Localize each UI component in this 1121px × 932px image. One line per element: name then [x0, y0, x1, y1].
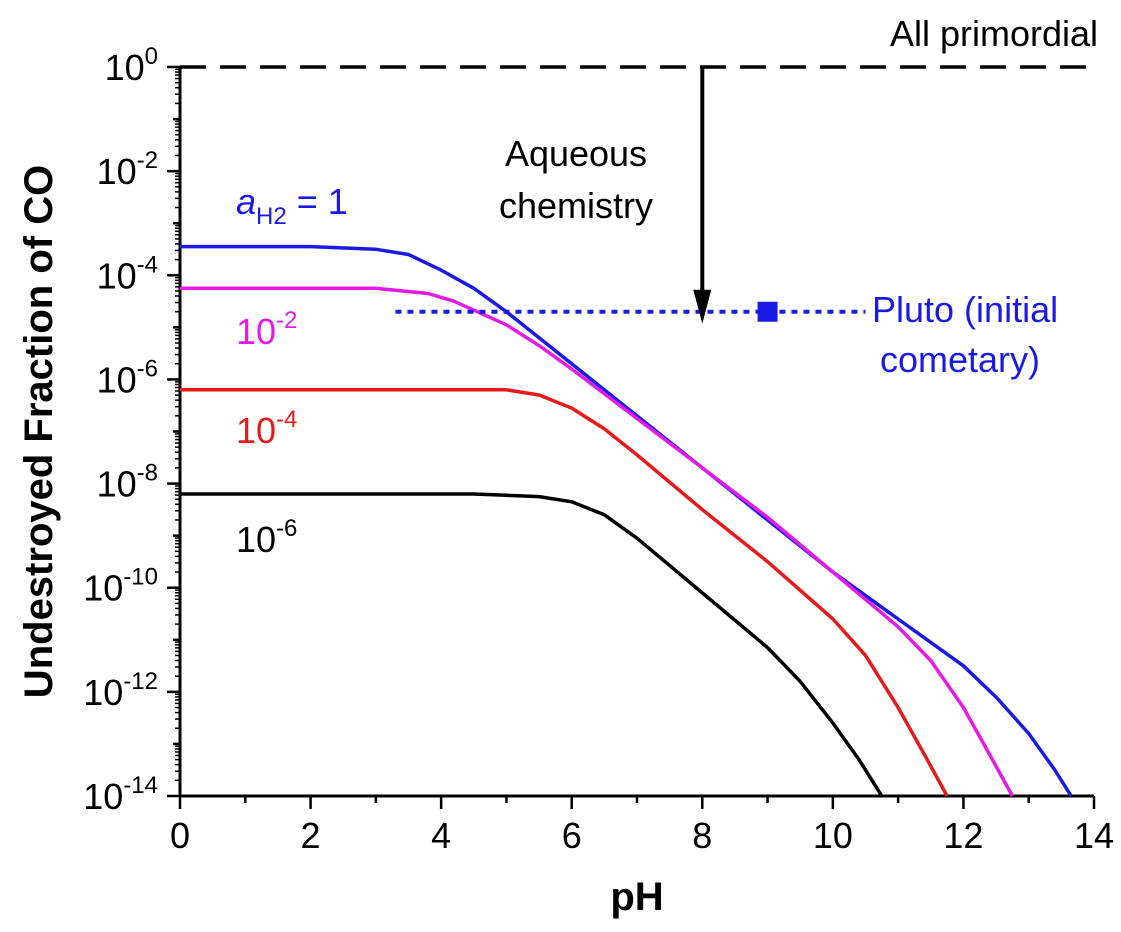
series-label-1e-4-base: 10 [236, 410, 276, 451]
y-tick-base: 10 [97, 151, 137, 192]
y-tick-base: 10 [83, 776, 123, 817]
y-tick-label: 100 [105, 43, 158, 88]
axes: 0 2 4 6 8 10 12 1410010-210-410-610-810-1010-12… [17, 43, 1114, 919]
aqueous-label-line2: chemistry [499, 185, 653, 226]
x-tick-label: 12 [943, 815, 983, 856]
y-tick-exponent: -14 [123, 772, 158, 799]
series-label-rest: = 1 [287, 181, 348, 222]
y-tick-label: 10-12 [83, 668, 158, 713]
x-tick-label: 10 [813, 815, 853, 856]
y-tick-base: 10 [97, 464, 137, 505]
x-tick-label: 6 [562, 815, 582, 856]
y-tick-base: 10 [97, 359, 137, 400]
y-tick-label: 10-4 [97, 251, 158, 296]
series-layer [180, 244, 1073, 797]
y-tick-base: 10 [83, 568, 123, 609]
series-line-2 [180, 388, 949, 797]
series-label-1e-6-exp: -6 [276, 515, 297, 542]
aqueous-arrow-head [693, 289, 712, 324]
series-label-aH2: aH2 = 1 [236, 181, 348, 230]
series-label-italic: a [236, 181, 256, 222]
x-tick-label: 2 [301, 815, 321, 856]
x-axis-title: pH [610, 875, 663, 919]
series-label-1e-4-exp: -4 [276, 406, 297, 433]
x-tick-label: 0 [170, 815, 190, 856]
series-label-1e-6-base: 10 [236, 519, 276, 560]
y-tick-label: 10-8 [97, 460, 158, 505]
y-tick-exponent: -4 [137, 251, 158, 278]
pluto-marker [757, 301, 778, 322]
y-tick-label: 10-14 [83, 772, 158, 817]
series-label-sub: H2 [256, 203, 287, 230]
annotations: All primordial Pluto (initial cometary) Aqu… [180, 13, 1098, 560]
x-tick-label: 4 [431, 815, 451, 856]
y-tick-label: 10-6 [97, 355, 158, 400]
y-tick-exponent: 0 [145, 43, 158, 70]
series-label-1e-2-exp: -2 [276, 307, 297, 334]
pluto-label-line1: Pluto (initial [872, 289, 1058, 330]
series-label-1e-2-base: 10 [236, 311, 276, 352]
series-label-1e-4: 10-4 [236, 406, 297, 451]
y-tick-exponent: -6 [137, 355, 158, 382]
pluto-label-line2: cometary) [880, 339, 1040, 380]
y-tick-exponent: -8 [137, 460, 158, 487]
y-tick-base: 10 [105, 47, 145, 88]
y-tick-label: 10-10 [83, 564, 158, 609]
y-axis-title: Undestroyed Fraction of CO [17, 165, 61, 698]
series-line-1 [180, 286, 1014, 797]
y-tick-label: 10-2 [97, 147, 158, 192]
y-tick-exponent: -12 [123, 668, 158, 695]
y-tick-base: 10 [83, 672, 123, 713]
y-tick-exponent: -2 [137, 147, 158, 174]
aqueous-label-line1: Aqueous [505, 133, 647, 174]
x-tick-label: 14 [1074, 815, 1114, 856]
series-label-1e-6: 10-6 [236, 515, 297, 560]
y-tick-base: 10 [97, 255, 137, 296]
y-tick-exponent: -10 [123, 564, 158, 591]
all-primordial-label: All primordial [890, 13, 1098, 54]
x-tick-label: 8 [692, 815, 712, 856]
series-label-1e-2: 10-2 [236, 307, 297, 352]
series-line-3 [180, 492, 884, 797]
